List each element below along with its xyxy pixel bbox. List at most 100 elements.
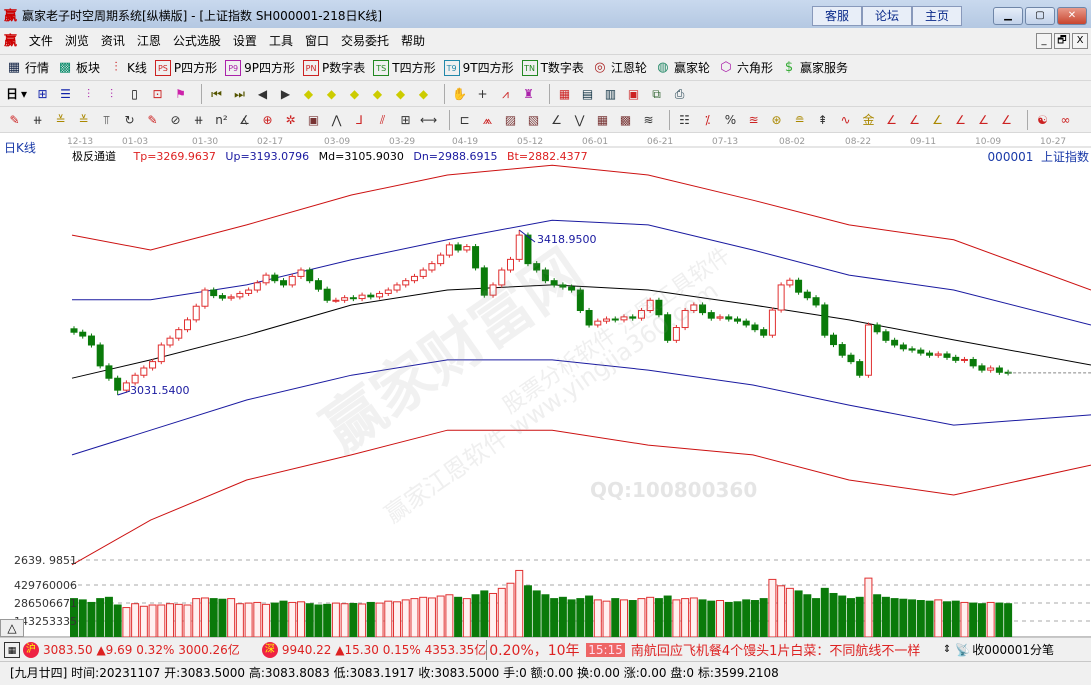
candle-type-icon[interactable]: ▯: [131, 86, 138, 101]
notes-icon[interactable]: ▥: [604, 86, 617, 101]
toolbar-item-12[interactable]: $ 赢家服务: [781, 59, 848, 76]
wave-tool-icon[interactable]: ⋀: [331, 112, 342, 127]
infinity-tool-icon[interactable]: ∞: [1060, 112, 1071, 127]
si-tool-icon[interactable]: ∠: [1001, 112, 1012, 127]
zoom-out-icon[interactable]: ◆: [418, 86, 429, 101]
last-icon[interactable]: ⏭: [234, 86, 245, 101]
menu-item-8[interactable]: 交易委托: [340, 34, 389, 48]
fib-tool-icon[interactable]: ⫪: [103, 112, 110, 127]
grid3-tool-icon[interactable]: ▩: [619, 112, 632, 127]
export-icon[interactable]: ⧉: [652, 86, 661, 101]
toolbar-item-10[interactable]: ◍ 赢家轮: [655, 59, 710, 76]
zigzag-tool-icon[interactable]: ⋁: [574, 112, 585, 127]
percent-tool-icon[interactable]: %: [724, 112, 737, 127]
toolbar-item-1[interactable]: ▩ 板块: [57, 59, 100, 76]
j-line-tool-icon[interactable]: ∠: [886, 112, 897, 127]
customer-service-button[interactable]: 客服: [812, 6, 862, 26]
hook-tool-icon[interactable]: ⅃: [356, 112, 363, 127]
toolbar-item-9[interactable]: ◎ 江恩轮: [592, 59, 647, 76]
table-icon[interactable]: ▦: [4, 641, 20, 658]
gold1-tool-icon[interactable]: ≚: [55, 112, 66, 127]
left-icon[interactable]: ◆: [303, 86, 314, 101]
print-icon[interactable]: ⎙: [674, 86, 685, 101]
menu-item-2[interactable]: 资讯: [100, 34, 125, 48]
chart9-icon[interactable]: ⫶: [110, 86, 114, 101]
ruler-tool-icon[interactable]: ⊞: [400, 112, 411, 127]
calculator-icon[interactable]: ▤: [581, 86, 594, 101]
hand-icon[interactable]: ✋: [452, 86, 467, 101]
angle-tool-icon[interactable]: ∡: [239, 112, 250, 127]
news-ticker[interactable]: 南航回应飞机餐4个馒头1片白菜：不同航线不一样: [630, 644, 921, 659]
toolbar-item-2[interactable]: ⫶ K线: [108, 59, 147, 76]
chart-canvas[interactable]: 12-13 01-03 01-30 02-17 03-09 03-29 04-19 05-12…: [0, 133, 1091, 637]
hash-tool-icon[interactable]: ⧺: [32, 112, 43, 127]
next-icon[interactable]: ▶: [280, 86, 291, 101]
minimize-button[interactable]: ▁: [993, 7, 1023, 25]
table-tool-icon[interactable]: ☷: [679, 112, 690, 127]
rocket-tool-icon[interactable]: ⇞: [817, 112, 828, 127]
gann-target-tool-icon[interactable]: ⊕: [262, 112, 273, 127]
menu-item-9[interactable]: 帮助: [400, 34, 425, 48]
toolbar-item-4[interactable]: P9 9P四方形: [225, 59, 295, 76]
toolbar-item-0[interactable]: ▦ 行情: [6, 59, 49, 76]
gann-fan-tool-icon[interactable]: ⫽: [379, 112, 386, 127]
calendar-icon[interactable]: ▦: [558, 86, 571, 101]
mdi-close-button[interactable]: X: [1072, 33, 1088, 49]
menu-item-4[interactable]: 公式选股: [172, 34, 221, 48]
grid-tool-icon[interactable]: ⧺: [193, 112, 204, 127]
right-icon[interactable]: ◆: [326, 86, 337, 101]
gold3-tool-icon[interactable]: 金: [862, 112, 875, 127]
gold-coin-tool-icon[interactable]: ⊛: [771, 112, 782, 127]
star-tool-icon[interactable]: ✲: [285, 112, 296, 127]
first-icon[interactable]: ⏮: [211, 86, 222, 101]
chart3-icon[interactable]: ⫶: [87, 86, 91, 101]
gold-line-tool-icon[interactable]: ≘: [794, 112, 805, 127]
sine-tool-icon[interactable]: ∿: [840, 112, 851, 127]
view-icon[interactable]: ⊞: [37, 86, 48, 101]
prev-icon[interactable]: ◀: [257, 86, 268, 101]
expand-panel-button[interactable]: △: [0, 619, 24, 637]
menu-item-7[interactable]: 窗口: [304, 34, 329, 48]
menu-item-0[interactable]: 文件: [28, 34, 53, 48]
gold2-tool-icon[interactable]: ≚: [78, 112, 89, 127]
pct-red-tool-icon[interactable]: ⁒: [704, 112, 711, 127]
diag-tool-icon[interactable]: ▧: [527, 112, 540, 127]
scroll-arrows-icon[interactable]: ⇕: [942, 644, 952, 655]
expand-icon[interactable]: ◆: [349, 86, 360, 101]
lines-tool-icon[interactable]: ≋: [643, 112, 654, 127]
tools-icon[interactable]: ♜: [523, 86, 534, 101]
forum-button[interactable]: 论坛: [862, 6, 912, 26]
measure-tool-icon[interactable]: ⟷: [420, 112, 438, 127]
line-icon[interactable]: ⩘: [502, 86, 509, 101]
n2-tool-icon[interactable]: n²: [215, 112, 228, 127]
menu-item-5[interactable]: 设置: [232, 34, 257, 48]
grid2-tool-icon[interactable]: ▦: [596, 112, 609, 127]
pct-line-tool-icon[interactable]: ≊: [748, 112, 759, 127]
gold-l-tool-icon[interactable]: ∠: [932, 112, 943, 127]
dropdown-arrow-icon[interactable]: ▾: [21, 86, 28, 101]
angle2-tool-icon[interactable]: ∠: [551, 112, 562, 127]
spiral-tool-icon[interactable]: ↻: [124, 112, 135, 127]
zoom-in-icon[interactable]: ◆: [395, 86, 406, 101]
mdi-restore-button[interactable]: 🗗: [1054, 33, 1070, 49]
shrink-icon[interactable]: ◆: [372, 86, 383, 101]
close-button[interactable]: ✕: [1057, 7, 1087, 25]
box-tool-icon[interactable]: ▣: [307, 112, 320, 127]
pen2-tool-icon[interactable]: ✎: [147, 112, 158, 127]
save-icon[interactable]: ▣: [627, 86, 640, 101]
zoom-icon[interactable]: ⊡: [152, 86, 163, 101]
circle-tool-icon[interactable]: ⊘: [170, 112, 181, 127]
fan-tool-icon[interactable]: ⩕: [482, 112, 493, 127]
toolbar-item-3[interactable]: PS P四方形: [154, 59, 217, 76]
tick-data-label[interactable]: 收000001分笔: [972, 643, 1055, 657]
ying-tool-icon[interactable]: ∠: [978, 112, 989, 127]
toolbar-item-7[interactable]: T9 9T四方形: [443, 59, 514, 76]
crosshair-icon[interactable]: +: [477, 86, 488, 101]
kline-chart[interactable]: 12-13 01-03 01-30 02-17 03-09 03-29 04-19 05-12…: [0, 133, 1091, 637]
toolbar-item-8[interactable]: TN T数字表: [521, 59, 584, 76]
f-line-tool-icon[interactable]: ∠: [909, 112, 920, 127]
square-tool-icon[interactable]: ▨: [504, 112, 517, 127]
menu-item-1[interactable]: 浏览: [64, 34, 89, 48]
homepage-button[interactable]: 主页: [912, 6, 962, 26]
mdi-minimize-button[interactable]: _: [1036, 33, 1052, 49]
